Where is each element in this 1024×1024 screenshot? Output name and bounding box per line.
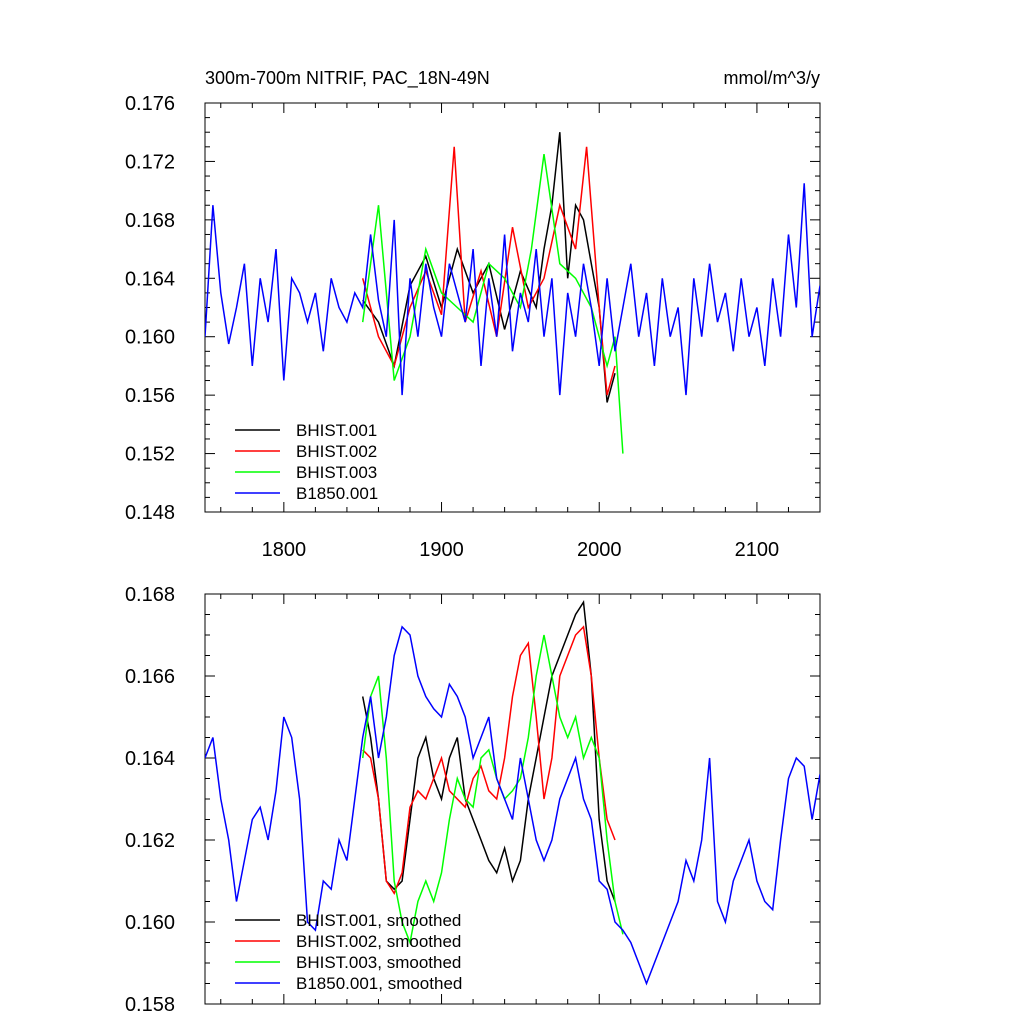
- series-line-2: [361, 153, 624, 454]
- y-tick-label: 0.162: [125, 830, 175, 852]
- series-line-3: [205, 625, 820, 986]
- y-tick-label: 0.160: [125, 912, 175, 934]
- y-tick-label: 0.160: [125, 327, 175, 349]
- legend-label: BHIST.001: [296, 421, 377, 440]
- y-tick-label: 0.168: [125, 210, 175, 232]
- x-tick-label: 2000: [577, 539, 622, 561]
- top-panel: 0.148 0.152 0.156 0.160 0.164 0.168 0.172 0.176…: [125, 68, 821, 561]
- series-line-3: [205, 183, 820, 396]
- x-tick-label: 2100: [735, 539, 780, 561]
- series-line-0: [362, 132, 616, 403]
- y-tick-label: 0.168: [125, 584, 175, 606]
- bottom-panel: 0.158 0.160 0.162 0.164 0.166 0.168 BHIST.001,…: [125, 584, 821, 1016]
- y-tick-label: 0.158: [125, 994, 175, 1016]
- y-tick-label: 0.156: [125, 385, 175, 407]
- legend-label: BHIST.001, smoothed: [296, 911, 461, 930]
- series-line-2: [361, 634, 624, 946]
- legend-label: BHIST.002, smoothed: [296, 932, 461, 951]
- y-tick-label: 0.172: [125, 151, 175, 173]
- series-line-1: [362, 625, 616, 895]
- legend-label: BHIST.003, smoothed: [296, 953, 461, 972]
- legend-label: B1850.001, smoothed: [296, 974, 462, 993]
- legend-label: BHIST.002: [296, 442, 377, 461]
- x-tick-label: 1900: [419, 539, 464, 561]
- series-line-0: [361, 599, 616, 902]
- x-tick-label: 1800: [262, 539, 307, 561]
- legend-label: B1850.001: [296, 484, 378, 503]
- y-tick-label: 0.164: [125, 748, 175, 770]
- chart-units: mmol/m^3/y: [724, 68, 820, 88]
- legend-label: BHIST.003: [296, 463, 377, 482]
- y-tick-label: 0.152: [125, 444, 175, 466]
- chart-title: 300m-700m NITRIF, PAC_18N-49N: [205, 68, 490, 89]
- y-tick-label: 0.164: [125, 268, 175, 290]
- y-tick-label: 0.176: [125, 93, 175, 115]
- y-tick-label: 0.148: [125, 502, 175, 524]
- y-tick-label: 0.166: [125, 666, 175, 688]
